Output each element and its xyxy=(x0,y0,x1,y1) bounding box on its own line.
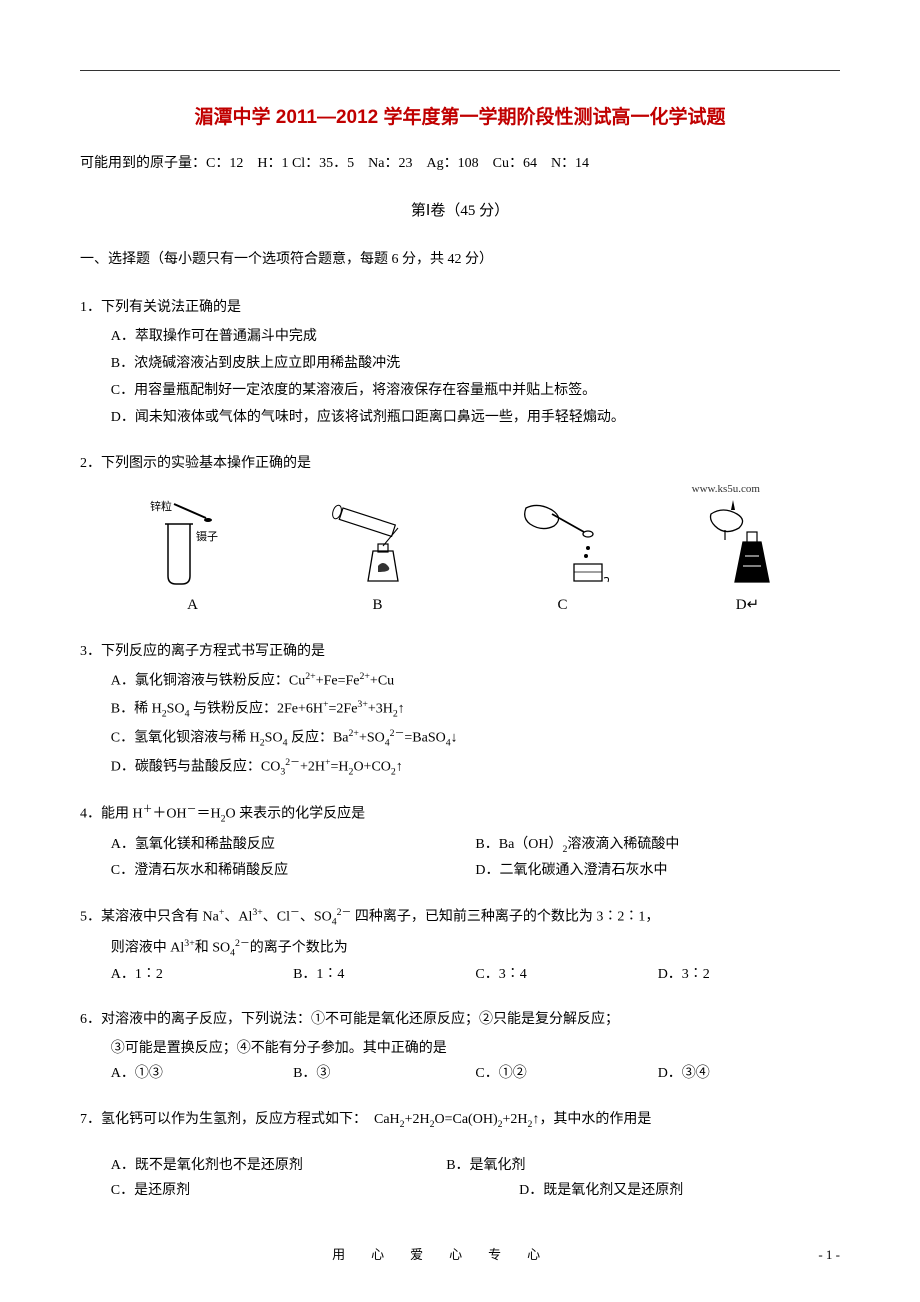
q6-stem: 6．对溶液中的离子反应，下列说法：①不可能是氧化还原反应；②只能是复分解反应； xyxy=(80,1007,840,1032)
atomic-masses: 可能用到的原子量：C：12 H：1 Cl：35．5 Na：23 Ag：108 C… xyxy=(80,151,840,176)
footer-motto: 用心爱心专心 xyxy=(80,1243,818,1266)
q4-stem: 4．能用 H＋＋OH－＝H2O 来表示的化学反应是 xyxy=(80,801,840,828)
q7-option-d: D．既是氧化剂又是还原剂 xyxy=(446,1178,683,1203)
q6-option-a: A．①③ xyxy=(111,1061,293,1086)
q6-option-c: C．①② xyxy=(475,1061,657,1086)
watermark-text: www.ks5u.com xyxy=(692,480,760,500)
question-6: 6．对溶液中的离子反应，下列说法：①不可能是氧化还原反应；②只能是复分解反应； … xyxy=(80,1007,840,1087)
q2-figure-b xyxy=(285,496,470,586)
q2-stem: 2．下列图示的实验基本操作正确的是 xyxy=(80,451,840,476)
q3-option-c: C．氢氧化钡溶液与稀 H2SO4 反应：Ba2++SO42－=BaSO4↓ xyxy=(111,725,840,752)
q5-option-a: A．1∶2 xyxy=(111,962,293,987)
q5-option-c: C．3∶4 xyxy=(475,962,657,987)
q2-label-c: C xyxy=(470,592,655,619)
q3-stem: 3．下列反应的离子方程式书写正确的是 xyxy=(80,639,840,664)
q1-option-a: A．萃取操作可在普通漏斗中完成 xyxy=(111,324,840,349)
question-5: 5．某溶液中只含有 Na+、Al3+、Cl－、SO42－ 四种离子，已知前三种离… xyxy=(80,904,840,987)
q5-option-b: B．1∶4 xyxy=(293,962,475,987)
q4-option-b: B．Ba（OH）2溶液滴入稀硫酸中 xyxy=(475,832,840,858)
section-label: 第Ⅰ卷（45 分） xyxy=(80,198,840,225)
q5-cont: 则溶液中 Al3+和 SO42－的离子个数比为 xyxy=(80,935,840,962)
question-3: 3．下列反应的离子方程式书写正确的是 A．氯化铜溶液与铁粉反应：Cu2++Fe=… xyxy=(80,639,840,781)
q2-label-a: A xyxy=(100,592,285,619)
q2-labels: A B C D↵ xyxy=(100,592,840,619)
q3-option-a: A．氯化铜溶液与铁粉反应：Cu2++Fe=Fe2++Cu xyxy=(111,668,840,694)
q6-option-d: D．③④ xyxy=(658,1061,840,1086)
fig-a-tweezer-label: 镊子 xyxy=(196,530,218,543)
q1-option-c: C．用容量瓶配制好一定浓度的某溶液后，将溶液保存在容量瓶中并贴上标签。 xyxy=(111,378,840,403)
q1-stem: 1．下列有关说法正确的是 xyxy=(80,295,840,320)
q1-option-d: D．闻未知液体或气体的气味时，应该将试剂瓶口距离口鼻远一些，用手轻轻煽动。 xyxy=(111,405,840,430)
q2-figure-c xyxy=(470,496,655,586)
q2-figure-a: 锌粒 镊子 xyxy=(100,496,285,586)
question-1: 1．下列有关说法正确的是 A．萃取操作可在普通漏斗中完成 B．浓烧碱溶液沾到皮肤… xyxy=(80,295,840,431)
q5-stem: 5．某溶液中只含有 Na+、Al3+、Cl－、SO42－ 四种离子，已知前三种离… xyxy=(80,904,840,931)
q7-option-a: A．既不是氧化剂也不是还原剂 xyxy=(111,1153,446,1178)
q4-option-d: D．二氧化碳通入澄清石灰水中 xyxy=(475,858,840,883)
q6-cont: ③可能是置换反应；④不能有分子参加。其中正确的是 xyxy=(80,1036,840,1061)
q3-option-d: D．碳酸钙与盐酸反应：CO32－+2H+=H2O+CO2↑ xyxy=(111,754,840,781)
question-2: 2．下列图示的实验基本操作正确的是 www.ks5u.com 锌粒 镊子 xyxy=(80,451,840,619)
q2-figure-d xyxy=(655,496,840,586)
question-4: 4．能用 H＋＋OH－＝H2O 来表示的化学反应是 A．氢氧化镁和稀盐酸反应 B… xyxy=(80,801,840,884)
top-rule xyxy=(80,70,840,71)
part1-instructions: 一、选择题（每小题只有一个选项符合题意，每题 6 分，共 42 分） xyxy=(80,247,840,272)
q4-option-c: C．澄清石灰水和稀硝酸反应 xyxy=(111,858,476,883)
q1-option-b: B．浓烧碱溶液沾到皮肤上应立即用稀盐酸冲洗 xyxy=(111,351,840,376)
question-7: 7．氢化钙可以作为生氢剂，反应方程式如下： CaH2+2H2O=Ca(OH)2+… xyxy=(80,1107,840,1204)
q6-option-b: B．③ xyxy=(293,1061,475,1086)
q7-option-c: C．是还原剂 xyxy=(111,1178,446,1203)
q2-diagrams: 锌粒 镊子 xyxy=(100,486,840,586)
q7-option-b: B．是氧化剂 xyxy=(446,1153,525,1178)
q3-option-b: B．稀 H2SO4 与铁粉反应：2Fe+6H+=2Fe3++3H2↑ xyxy=(111,696,840,723)
q2-label-d: D↵ xyxy=(655,592,840,619)
exam-title: 湄潭中学 2011—2012 学年度第一学期阶段性测试高一化学试题 xyxy=(80,101,840,135)
q5-option-d: D．3∶2 xyxy=(658,962,840,987)
page-footer: 用心爱心专心 - 1 - xyxy=(80,1243,840,1266)
fig-a-zinc-label: 锌粒 xyxy=(150,499,172,513)
q7-stem: 7．氢化钙可以作为生氢剂，反应方程式如下： CaH2+2H2O=Ca(OH)2+… xyxy=(80,1107,840,1133)
page-number: - 1 - xyxy=(818,1243,840,1266)
q2-label-b: B xyxy=(285,592,470,619)
q4-option-a: A．氢氧化镁和稀盐酸反应 xyxy=(111,832,476,858)
